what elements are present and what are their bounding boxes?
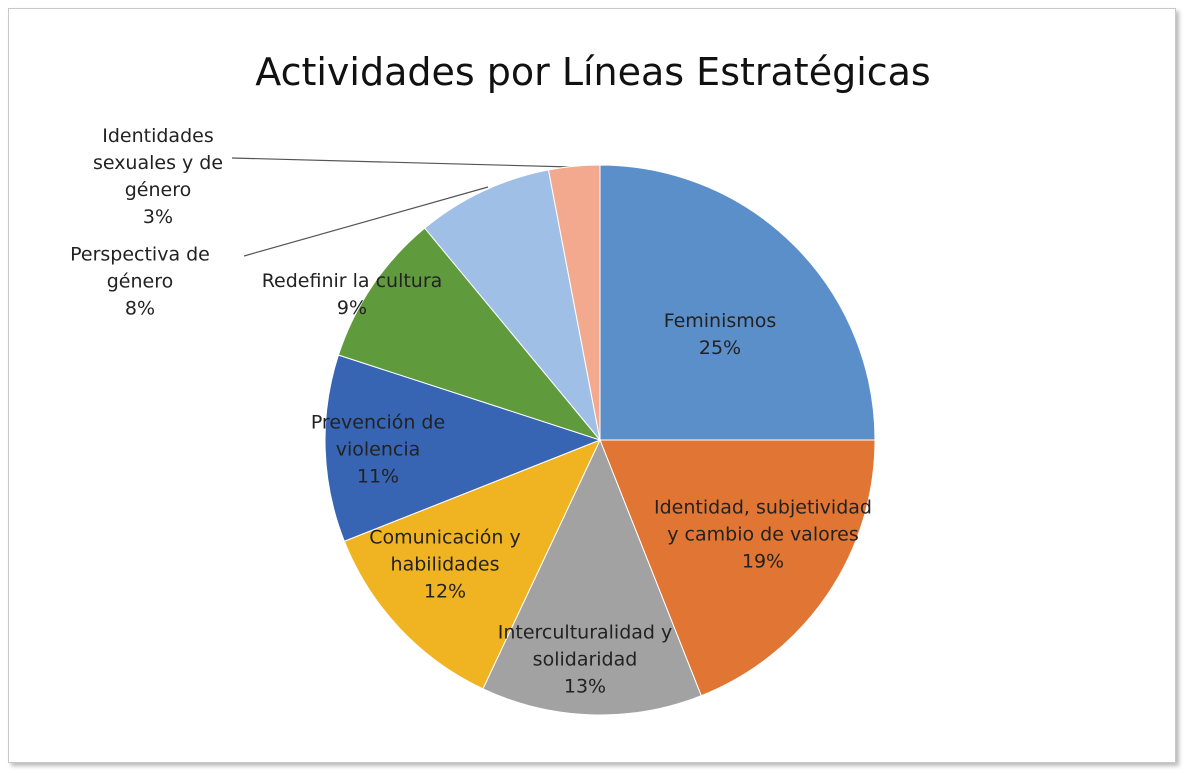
slice-value: 11% [356,465,400,488]
slice-value: 12% [423,580,467,603]
slice-value: 25% [698,337,742,359]
leader-line [231,157,573,168]
pie-slice [343,439,601,690]
pie-slice [482,438,702,716]
slice-name: Interculturalidad y solidaridad [497,621,673,671]
slice-label: Prevención de violencia 11% [293,410,463,491]
pie-slice [337,227,602,442]
slice-name: Feminismos [663,310,777,332]
slice-name: Prevención de violencia [310,411,446,461]
pie-slice [547,164,601,441]
slice-label: Interculturalidad y solidaridad 13% [470,620,700,701]
pie-slice [424,169,601,441]
pie-slice [324,354,602,542]
slice-label: Comunicación y habilidades 12% [345,525,545,606]
leader-line [243,186,489,257]
slice-value: 19% [741,550,785,573]
slice-label: Identidad, subjetividad y cambio de valo… [653,495,873,576]
slice-value: 8% [124,297,156,320]
slice-name: Identidad, subjetividad y cambio de valo… [654,496,872,546]
slice-label: Identidades sexuales y de género 3% [83,123,233,231]
slice-name: Comunicación y habilidades [369,526,521,576]
slice-name: Perspectiva de género [70,243,210,293]
slice-name: Redefinir la cultura [261,270,443,292]
slice-value: 3% [142,206,174,228]
slice-value: 9% [336,297,368,319]
slice-value: 13% [563,675,607,698]
slice-label: Perspectiva de género 8% [55,242,225,323]
slice-label: Feminismos 25% [620,308,820,362]
slice-name: Identidades sexuales y de género [92,125,224,201]
pie-slice [599,439,876,697]
chart-title: Actividades por Líneas Estratégicas [255,50,931,94]
slice-label: Redefinir la cultura 9% [237,268,467,322]
pie-slice [599,164,876,441]
